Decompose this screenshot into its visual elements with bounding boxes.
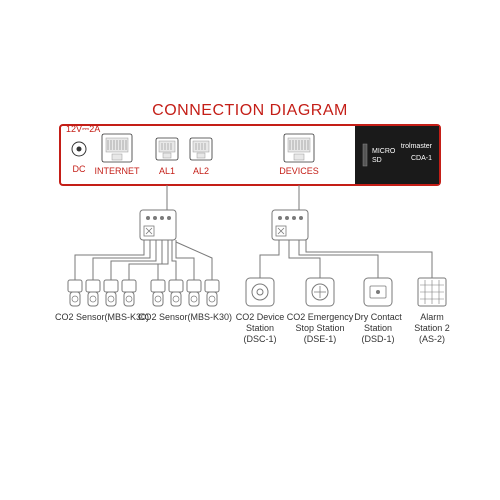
svg-text:Station: Station (246, 323, 274, 333)
splitter-left (140, 185, 176, 240)
station-as: Alarm Station 2 (AS-2) (414, 278, 450, 344)
sensor-right-label: CO2 Sensor(MBS-K30) (138, 312, 232, 322)
station-dsc: CO2 Device Station (DSC-1) (236, 278, 285, 344)
wires-left (75, 240, 212, 280)
svg-text:(DSE-1): (DSE-1) (304, 334, 337, 344)
sensor-left-label: CO2 Sensor(MBS-K30) (55, 312, 149, 322)
svg-text:Station: Station (364, 323, 392, 333)
svg-text:(DSD-1): (DSD-1) (362, 334, 395, 344)
dc-spec: 12V⎓2A (66, 124, 100, 134)
svg-text:Dry Contact: Dry Contact (354, 312, 402, 322)
brand-label: trolmaster (401, 143, 433, 150)
station-dse: CO2 Emergency Stop Station (DSE-1) (287, 278, 354, 344)
internet-label: INTERNET (95, 166, 141, 176)
station-dsd: Dry Contact Station (DSD-1) (354, 278, 402, 344)
svg-text:CO2 Emergency: CO2 Emergency (287, 312, 354, 322)
microsd-label-1: MICRO (372, 148, 396, 155)
svg-text:Station 2: Station 2 (414, 323, 450, 333)
svg-text:CO2 Device: CO2 Device (236, 312, 285, 322)
svg-text:(AS-2): (AS-2) (419, 334, 445, 344)
dc-label: DC (73, 164, 86, 174)
al2-label: AL2 (193, 166, 209, 176)
model-label: CDA-1 (411, 155, 432, 162)
wires-right (260, 240, 432, 278)
al1-label: AL1 (159, 166, 175, 176)
microsd-label-2: SD (372, 157, 382, 164)
svg-text:Alarm: Alarm (420, 312, 444, 322)
svg-text:(DSC-1): (DSC-1) (244, 334, 277, 344)
splitter-right (272, 185, 308, 240)
co2-sensors: CO2 Sensor(MBS-K30) CO2 Sensor(MBS-K30) (55, 280, 232, 322)
main-unit: 12V⎓2A DC INTERNET AL1 (60, 124, 440, 185)
diagram-title: CONNECTION DIAGRAM (152, 102, 348, 119)
devices-label: DEVICES (279, 166, 319, 176)
svg-text:Stop Station: Stop Station (295, 323, 344, 333)
